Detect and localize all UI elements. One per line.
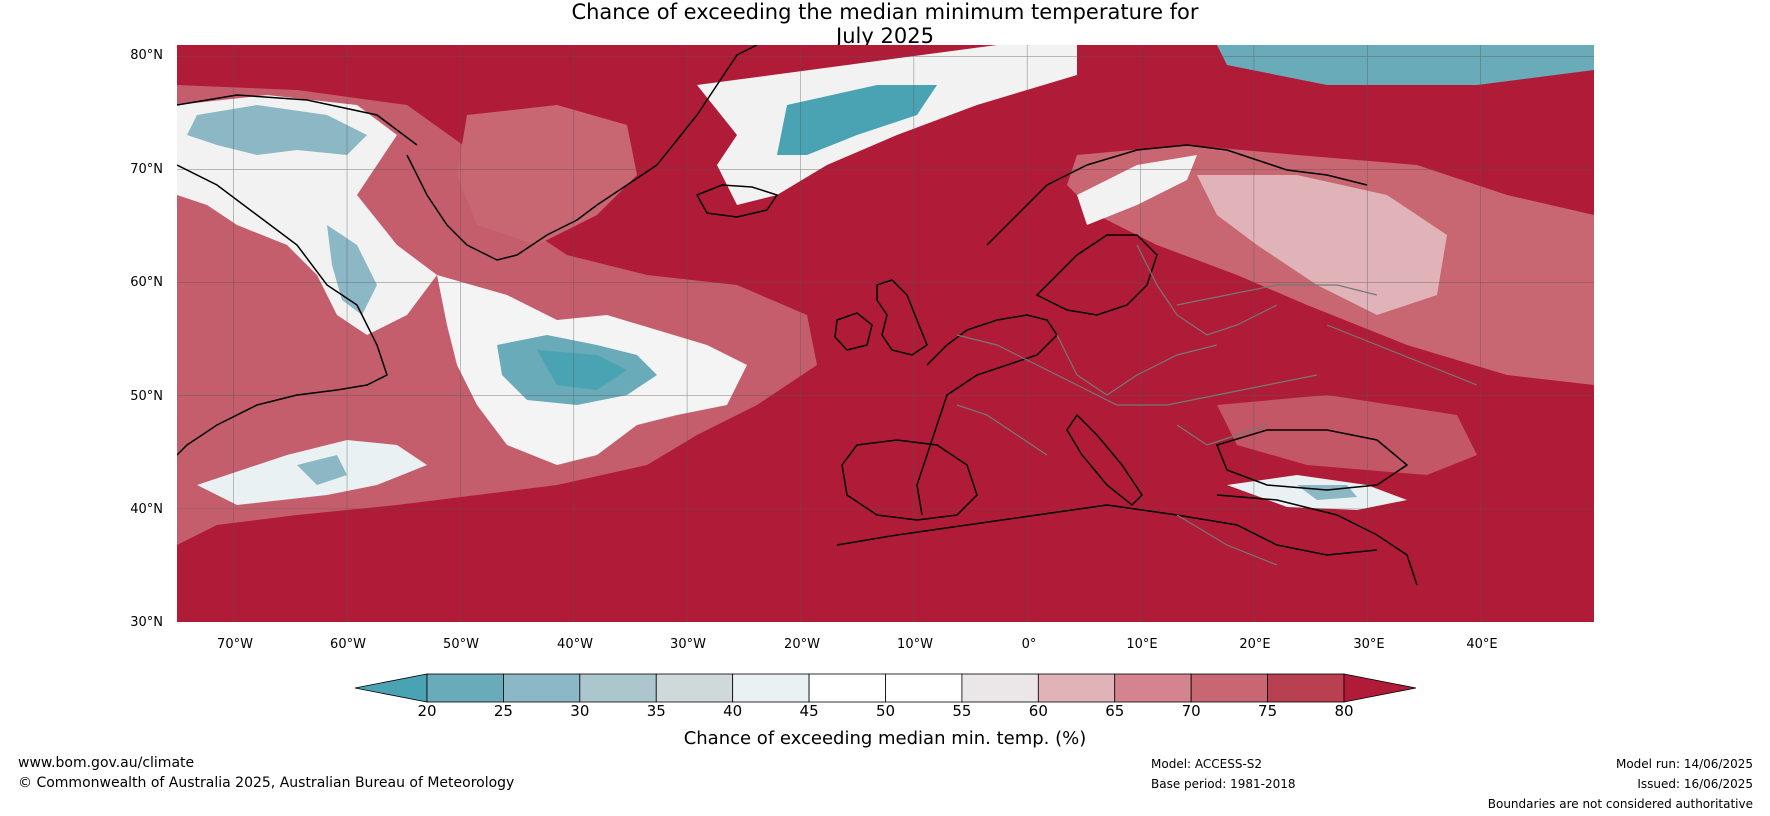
colorbar-tick-label: 25: [493, 702, 513, 720]
region-labrador-teal: [327, 225, 377, 315]
colorbar-segment: [426, 673, 504, 703]
colorbar-segment: [655, 673, 734, 703]
colorbar-segment: [885, 673, 963, 703]
lat-label-60n: 60°N: [130, 275, 163, 290]
coastline-ireland: [834, 312, 873, 351]
region-us-coast-teal: [297, 455, 347, 485]
footer-boundaries: Boundaries are not considered authoritat…: [1487, 797, 1753, 811]
coastline-baffin: [177, 94, 418, 146]
lat-label-50n: 50°N: [130, 389, 163, 404]
coastline-baltic: [1035, 234, 1158, 316]
lon-label-40e: 40°E: [1466, 637, 1498, 652]
region-barents-teal: [1217, 45, 1594, 85]
coastlines: [177, 45, 1418, 586]
map-canvas: [177, 45, 1594, 622]
colorbar-extend-high: [1343, 673, 1417, 703]
colorbar-segment: [579, 673, 657, 703]
coastline-north-africa: [836, 504, 1378, 556]
coastline-greenland: [406, 45, 758, 261]
coastline-italy: [1066, 413, 1143, 507]
lon-label-70w: 70°W: [217, 637, 253, 652]
colorbar-tick-label: 55: [952, 702, 972, 720]
footer-model: Model: ACCESS-S2: [1151, 757, 1263, 771]
colorbar-segment: [961, 673, 1039, 703]
coastline-black-sea: [1215, 429, 1409, 491]
coastline-turkey: [1216, 494, 1418, 586]
lon-label-0: 0°: [1021, 637, 1037, 652]
lat-label-80n: 80°N: [130, 48, 163, 63]
footer-base-period: Base period: 1981-2018: [1151, 777, 1296, 791]
lon-label-40w: 40°W: [557, 637, 593, 652]
lon-label-30e: 30°E: [1353, 637, 1385, 652]
footer-copyright: © Commonwealth of Australia 2025, Austra…: [18, 775, 515, 791]
colorbar-tick-label: 45: [799, 702, 819, 720]
region-atlantic-teal-dark: [537, 350, 627, 390]
colorbar-tick-label: 60: [1028, 702, 1048, 720]
region-baffin-teal: [187, 105, 367, 155]
lon-label-60w: 60°W: [330, 637, 366, 652]
colorbar-segment: [1190, 673, 1268, 703]
colorbar-tick-label: 30: [570, 702, 590, 720]
colorbar-segment: [808, 673, 886, 703]
lon-label-20e: 20°E: [1239, 637, 1271, 652]
map-title-line2: July 2025: [836, 24, 934, 48]
lat-label-40n: 40°N: [130, 502, 163, 517]
coastline-iberia: [841, 439, 978, 521]
colorbar-tick-label: 65: [1105, 702, 1125, 720]
colorbar-label: Chance of exceeding median min. temp. (%…: [683, 728, 1087, 749]
lat-label-70n: 70°N: [130, 162, 163, 177]
lon-label-50w: 50°W: [443, 637, 479, 652]
coastline-great-britain: [876, 279, 928, 356]
region-norway-near-normal: [1077, 155, 1197, 225]
region-greenland-moderate: [457, 105, 637, 245]
coastline-europe-west: [916, 314, 1058, 516]
lon-label-30w: 30°W: [670, 637, 706, 652]
map-title-line1: Chance of exceeding the median minimum t…: [571, 0, 1199, 24]
lon-label-10w: 10°W: [897, 637, 933, 652]
colorbar-tick-label: 50: [875, 702, 896, 720]
region-eurasia-light: [1197, 175, 1447, 315]
country-borders: [956, 244, 1478, 566]
colorbar-segment: [1114, 673, 1192, 703]
colorbar-tick-label: 20: [417, 702, 437, 720]
footer-website: www.bom.gov.au/climate: [18, 755, 195, 771]
map-title: Chance of exceeding the median minimum t…: [0, 0, 1770, 48]
colorbar-extend-low: [354, 673, 428, 703]
colorbar-segment: [1267, 673, 1345, 703]
colorbar-tick-label: 40: [723, 702, 743, 720]
footer-issued: Issued: 16/06/2025: [1637, 777, 1753, 791]
coastline-labrador: [177, 164, 388, 456]
lon-label-10e: 10°E: [1126, 637, 1158, 652]
lon-label-20w: 20°W: [784, 637, 820, 652]
colorbar-tick-label: 35: [646, 702, 666, 720]
footer-model-run: Model run: 14/06/2025: [1615, 757, 1753, 771]
region-anatolia-moderate: [1217, 395, 1477, 475]
colorbar-segment: [503, 673, 581, 703]
colorbar-tick-label: 70: [1181, 702, 1201, 720]
forecast-map: [177, 45, 1594, 622]
colorbar-segment: [732, 673, 810, 703]
region-greenland-sea-teal: [777, 85, 937, 155]
colorbar-tick-label: 75: [1258, 702, 1278, 720]
colorbar-segment: [1037, 673, 1116, 703]
probability-regions: [177, 45, 1594, 545]
colorbar-tick-label: 80: [1334, 702, 1354, 720]
coastline-iceland: [695, 184, 779, 218]
coastline-norway: [986, 144, 1368, 246]
lat-label-30n: 30°N: [130, 615, 163, 630]
